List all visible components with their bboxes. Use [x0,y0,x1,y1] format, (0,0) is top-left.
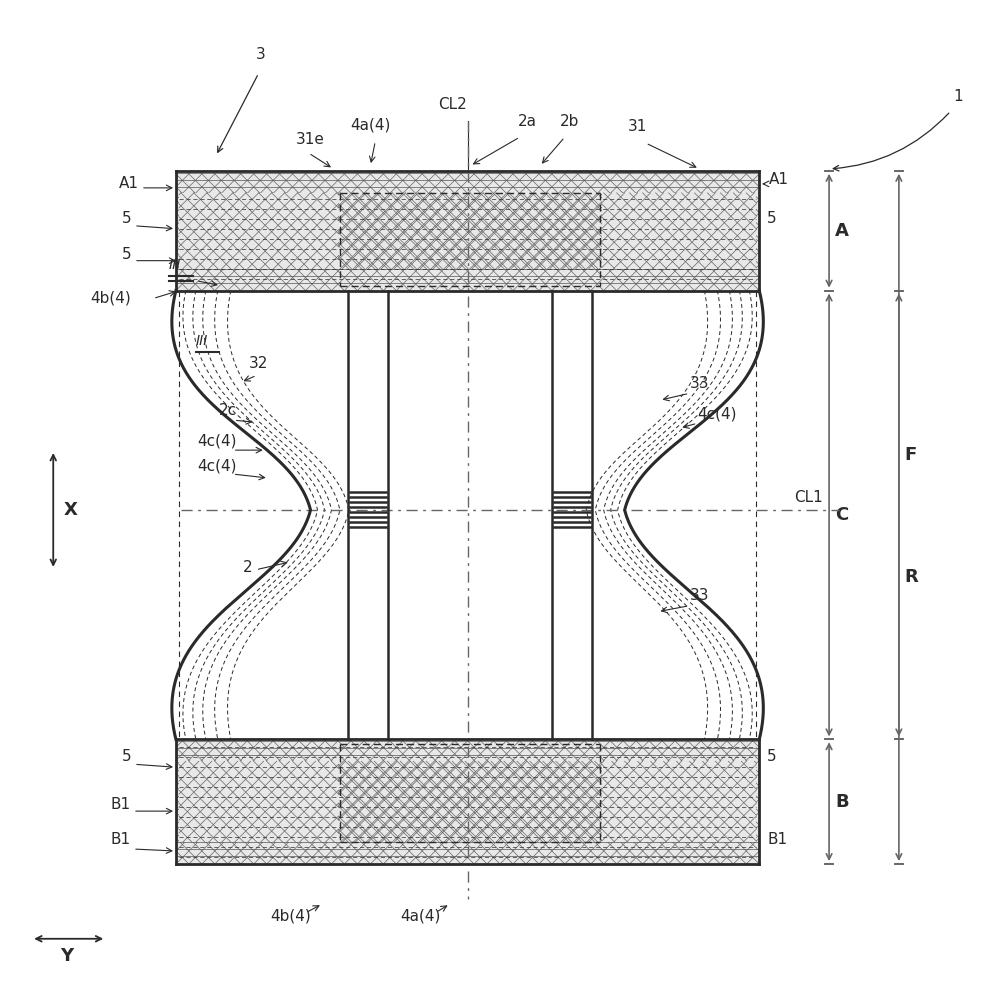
Text: 4c(4): 4c(4) [698,406,737,421]
Text: 4b(4): 4b(4) [91,291,131,306]
Text: III: III [195,334,208,348]
Text: Y: Y [60,947,73,965]
Bar [178,761,338,842]
Text: 4a(4): 4a(4) [400,909,441,924]
Text: A: A [835,222,848,240]
Text: B: B [835,793,848,811]
Text: 1: 1 [954,89,963,104]
Bar [178,193,338,269]
Text: 5: 5 [122,247,131,262]
Text: 33: 33 [690,588,709,603]
Text: 4c(4): 4c(4) [196,433,236,448]
Bar [175,171,760,291]
Text: 5: 5 [122,211,131,226]
Text: 2b: 2b [560,114,579,129]
Text: A1: A1 [119,176,139,191]
Text: R: R [905,568,918,586]
Text: C: C [835,506,848,524]
Bar [602,193,757,269]
Text: 2c: 2c [218,403,237,418]
Text: CL1: CL1 [795,490,823,505]
Text: 4a(4): 4a(4) [350,117,391,132]
Text: 3: 3 [255,47,265,62]
Text: 2: 2 [242,560,252,575]
Text: B1: B1 [768,832,788,847]
Text: 5: 5 [768,749,777,764]
Text: CL2: CL2 [438,97,467,112]
Text: 31e: 31e [295,132,324,147]
Text: 5: 5 [122,749,131,764]
Text: B1: B1 [111,832,131,847]
Text: B1: B1 [111,797,131,812]
Text: 33: 33 [690,376,709,391]
Text: 4b(4): 4b(4) [270,909,311,924]
Text: 5: 5 [768,211,777,226]
Text: X: X [63,501,77,519]
Text: 2a: 2a [518,114,537,129]
Text: 32: 32 [248,356,268,371]
Text: 31: 31 [628,119,647,134]
Bar [175,739,760,864]
Text: III: III [168,258,181,272]
Text: 4c(4): 4c(4) [196,458,236,473]
Text: A1: A1 [770,172,790,187]
Text: F: F [905,446,917,464]
Bar [338,193,602,269]
Bar [602,761,757,842]
Bar [338,761,602,842]
